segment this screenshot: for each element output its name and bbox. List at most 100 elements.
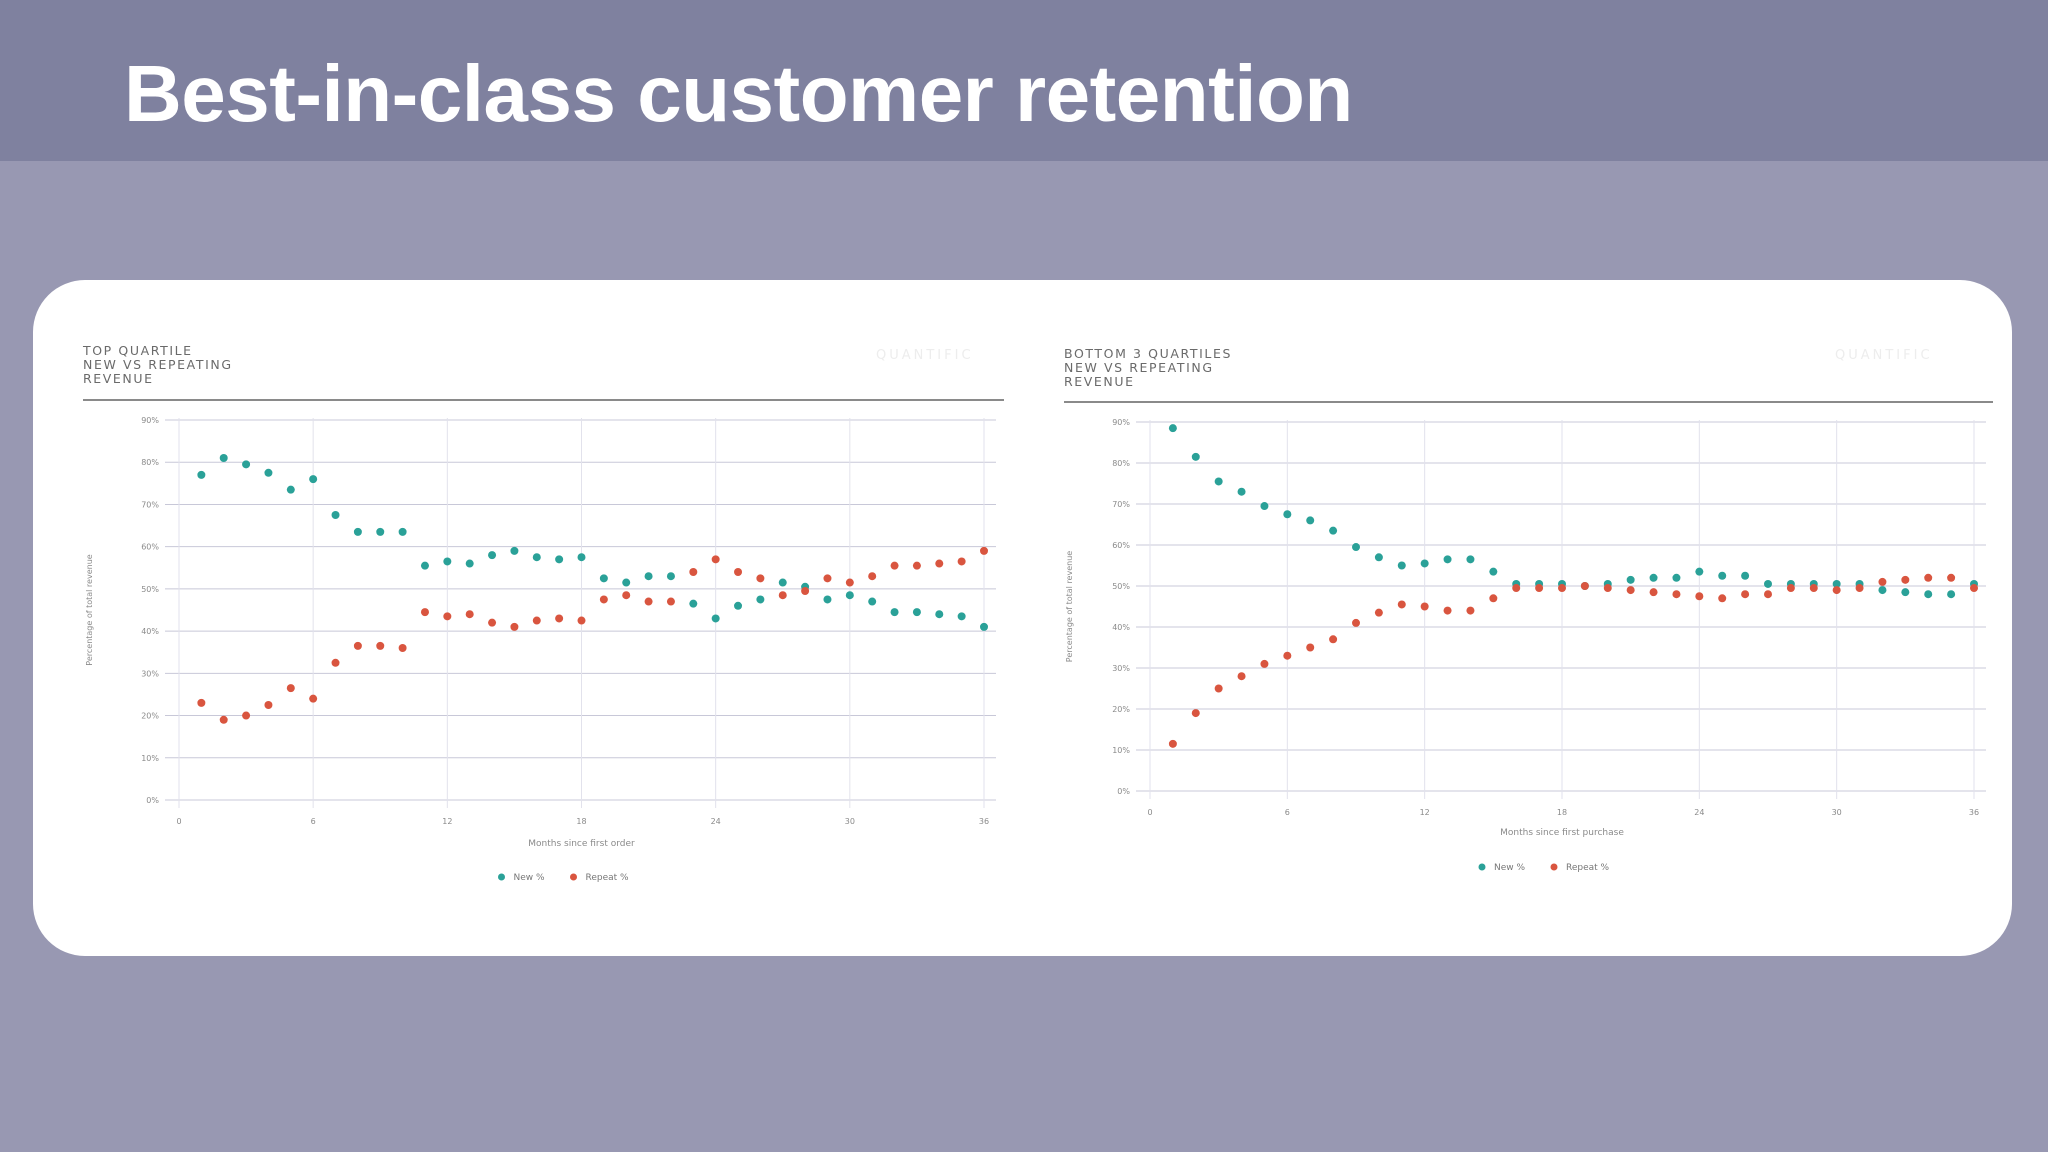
data-point xyxy=(644,572,653,581)
data-point xyxy=(689,568,698,576)
legend-marker xyxy=(1478,863,1486,871)
data-point xyxy=(1443,606,1452,615)
chart-watermark: QUANTIFIC xyxy=(876,348,974,363)
data-point xyxy=(1168,739,1177,748)
data-point xyxy=(1237,672,1246,681)
data-point xyxy=(935,610,944,619)
x-tick-label: 30 xyxy=(845,817,855,826)
y-tick-label: 90% xyxy=(141,416,159,425)
data-point xyxy=(555,614,564,623)
x-tick-label: 0 xyxy=(1147,808,1152,817)
data-point xyxy=(264,468,273,477)
y-tick-label: 70% xyxy=(1112,500,1130,509)
y-tick-label: 50% xyxy=(1112,582,1130,591)
header-bar xyxy=(0,0,2048,161)
data-point xyxy=(510,546,519,555)
data-point xyxy=(1832,586,1841,595)
data-point xyxy=(1191,709,1200,718)
y-tick-label: 40% xyxy=(141,627,159,636)
data-point xyxy=(443,557,452,566)
chart-watermark: QUANTIFIC xyxy=(1835,348,1933,363)
data-point xyxy=(532,616,541,625)
chart-title: BOTTOM 3 QUARTILES NEW VS REPEATING REVE… xyxy=(1064,346,1233,389)
data-point xyxy=(756,595,765,604)
data-point xyxy=(622,591,631,600)
data-point xyxy=(488,618,497,627)
y-tick-label: 60% xyxy=(1112,541,1130,550)
data-point xyxy=(197,698,206,707)
data-point xyxy=(1809,584,1818,593)
data-point xyxy=(1558,584,1566,593)
data-point xyxy=(1237,487,1246,496)
data-point xyxy=(1924,573,1933,582)
data-point xyxy=(488,551,497,560)
data-point xyxy=(1374,608,1383,617)
data-point xyxy=(1352,618,1360,627)
data-point xyxy=(1924,590,1933,599)
y-axis-label: Percentage of total revenue xyxy=(85,554,94,665)
scatter-plot: 0% 10% 20% 30% 40% 50% 60% 70% 80% 90% 0 6 12 18 24 30 3… xyxy=(1064,401,1993,873)
data-point xyxy=(465,610,474,619)
data-point xyxy=(309,694,318,703)
data-point xyxy=(1718,571,1727,580)
data-point xyxy=(1168,424,1177,433)
data-point xyxy=(890,608,899,617)
data-point xyxy=(1649,588,1658,597)
data-point xyxy=(778,578,787,587)
data-point xyxy=(1374,553,1383,562)
y-tick-label: 0% xyxy=(1117,787,1130,796)
data-point xyxy=(1695,567,1704,576)
data-point xyxy=(1718,594,1727,603)
data-point xyxy=(912,561,921,570)
data-point xyxy=(1741,590,1750,599)
data-point xyxy=(711,555,720,564)
data-point xyxy=(1901,575,1910,584)
data-point xyxy=(1260,659,1269,668)
legend-label: Repeat % xyxy=(1566,863,1610,873)
x-axis-label: Months since first order xyxy=(528,839,635,849)
data-point xyxy=(242,460,251,469)
data-point xyxy=(1947,573,1956,582)
x-tick-label: 12 xyxy=(442,817,452,826)
data-point xyxy=(1214,477,1223,486)
legend-label: Repeat % xyxy=(586,873,630,883)
data-point xyxy=(264,701,273,709)
data-point xyxy=(599,574,608,583)
data-point xyxy=(443,612,452,621)
scatter-plot: 0% 10% 20% 30% 40% 50% 60% 70% 80% 90% 0 6 12 18 24 30 3… xyxy=(83,399,1004,883)
data-point xyxy=(353,527,362,536)
data-point xyxy=(1764,590,1772,599)
y-axis-label: Percentage of total revenue xyxy=(1065,551,1074,662)
data-point xyxy=(711,614,720,623)
y-tick-label: 0% xyxy=(146,796,159,805)
x-tick-label: 24 xyxy=(1694,808,1704,817)
x-tick-label: 30 xyxy=(1832,808,1842,817)
data-point xyxy=(845,591,854,600)
x-axis-label: Months since first purchase xyxy=(1500,828,1624,838)
data-point xyxy=(957,557,966,566)
data-point xyxy=(756,574,765,583)
legend-label: New % xyxy=(1494,863,1525,873)
data-point xyxy=(1741,571,1750,580)
data-point xyxy=(666,597,675,606)
x-tick-label: 36 xyxy=(979,817,989,826)
data-point xyxy=(353,641,362,650)
x-tick-label: 24 xyxy=(711,817,721,826)
data-point xyxy=(420,608,429,617)
data-point xyxy=(1626,586,1635,595)
data-point xyxy=(510,622,519,631)
data-point xyxy=(420,561,429,570)
data-point xyxy=(845,578,854,587)
data-point xyxy=(1191,452,1200,461)
data-point xyxy=(1306,643,1315,652)
data-point xyxy=(622,578,631,587)
data-point xyxy=(1695,592,1704,601)
data-point xyxy=(219,715,228,724)
data-point xyxy=(1878,577,1887,586)
data-point xyxy=(1947,590,1956,599)
y-tick-label: 90% xyxy=(1112,418,1130,427)
x-tick-label: 6 xyxy=(1285,808,1290,817)
data-point xyxy=(1535,584,1544,593)
data-point xyxy=(980,546,988,555)
data-point xyxy=(331,511,340,519)
